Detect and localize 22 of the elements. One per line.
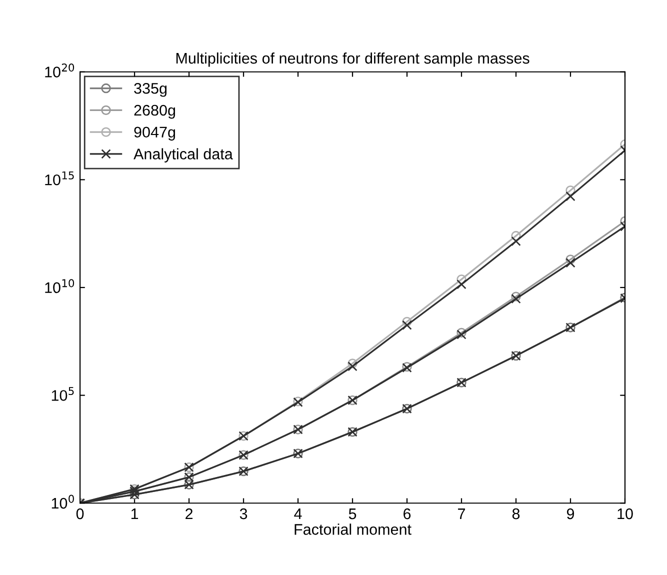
x-tick-label: 6 [404, 508, 411, 520]
y-tick-label: 10$^{0}$ [52, 494, 74, 509]
x-tick-label: 0 [76, 508, 84, 520]
y-tick-label: 10$^{20}$ [45, 64, 74, 78]
x-tick-label: 10 [618, 508, 633, 520]
x-tick-label: 5 [348, 508, 356, 520]
y-tick-label: 10$^{10}$ [45, 279, 74, 294]
x-tick-label: 7 [458, 508, 465, 520]
x-tick-label: 4 [294, 508, 302, 520]
y-tick-label: 10$^{15}$ [45, 171, 74, 186]
x-tick-label: 9 [566, 508, 574, 520]
x-axis-title: Factorial moment [294, 524, 412, 535]
legend-label: 2680g [134, 104, 176, 119]
chart-title: Multiplicities of neutrons for different sample masses [176, 52, 530, 67]
x-tick-label: 2 [186, 508, 193, 520]
x-tick-label: 1 [131, 508, 138, 520]
x-tick-label: 3 [240, 508, 248, 520]
legend-label: 335g [134, 82, 167, 97]
x-tick-label: 8 [512, 508, 520, 520]
y-tick-label: 10$^{5}$ [52, 387, 74, 401]
legend-label: Analytical data [134, 148, 233, 162]
legend-label: 9047g [134, 126, 176, 141]
